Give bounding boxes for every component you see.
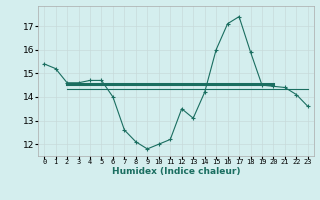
X-axis label: Humidex (Indice chaleur): Humidex (Indice chaleur) — [112, 167, 240, 176]
